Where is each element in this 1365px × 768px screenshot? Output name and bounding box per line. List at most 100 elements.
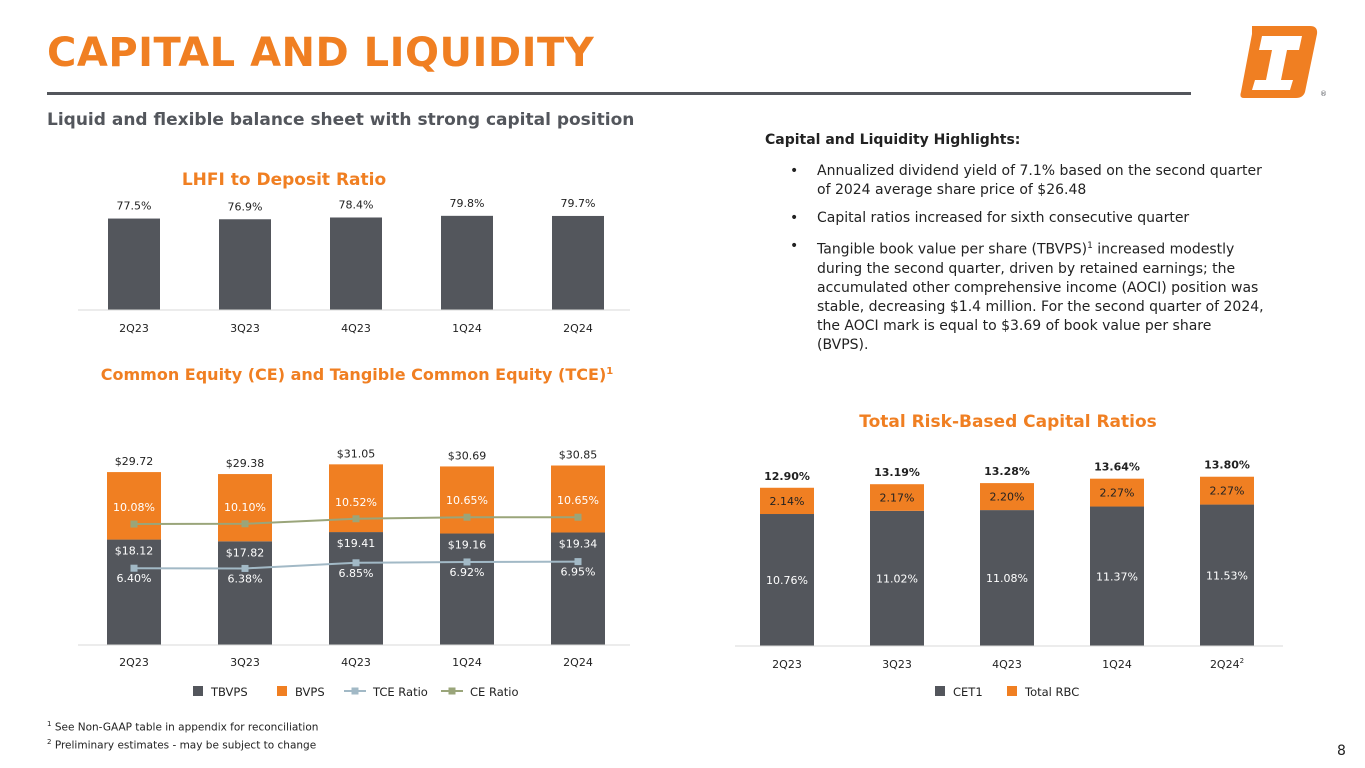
cet1-bar (980, 510, 1034, 646)
bvps-bar (218, 474, 272, 542)
equity-x-tick: 1Q24 (452, 656, 482, 669)
highlights-panel: Capital and Liquidity Highlights: • Annua… (765, 131, 1265, 364)
footnotes: 1 See Non-GAAP table in appendix for rec… (47, 717, 318, 752)
bvps-bar (551, 465, 605, 533)
equity-x-tick: 3Q23 (230, 656, 260, 669)
rbc-x-tick-text: 2Q23 (772, 658, 802, 671)
highlight-item: • Annualized dividend yield of 7.1% based… (765, 162, 1265, 200)
cet1-data-label: 11.02% (876, 572, 918, 585)
tbvps-bar (218, 541, 272, 645)
footnote-mark: 1 (47, 720, 52, 728)
highlight-text-after: increased modestly during the second qua… (817, 241, 1264, 353)
rbc-chart-title: Total Risk-Based Capital Ratios (859, 412, 1157, 432)
lhfi-bar (330, 217, 382, 310)
legend-swatch (1007, 686, 1017, 696)
cet1-bar (1200, 504, 1254, 646)
tbvps-data-label: $19.34 (559, 537, 598, 550)
page-title: CAPITAL AND LIQUIDITY (47, 30, 595, 76)
lhfi-x-tick: 2Q24 (563, 322, 593, 335)
bvps-data-label: $31.05 (337, 447, 376, 460)
bvps-data-label: $30.69 (448, 449, 487, 462)
ce-ratio-label: 10.52% (335, 496, 377, 509)
tce-ratio-marker (130, 564, 138, 572)
rbc-chart: Total Risk-Based Capital Ratios 10.76% 2.… (735, 412, 1283, 699)
company-logo: ® (1240, 26, 1326, 98)
total-rbc-data-label: 2.27% (1100, 487, 1135, 500)
total-rbc-bar (760, 487, 814, 515)
equity-chart: Common Equity (CE) and Tangible Common E… (78, 365, 630, 699)
rbc-x-tick-sup: 2 (1240, 657, 1244, 665)
lhfi-x-tick: 4Q23 (341, 322, 371, 335)
bvps-data-label: $29.72 (115, 455, 154, 468)
footnote-2: 2 Preliminary estimates - may be subject… (47, 735, 318, 753)
footnote-mark: 2 (47, 737, 52, 746)
lhfi-data-label: 79.8% (450, 197, 485, 210)
tbvps-data-label: $19.16 (448, 539, 487, 552)
lhfi-data-label: 78.4% (339, 198, 374, 211)
cet1-bar (1090, 506, 1144, 646)
cet1-data-label: 11.08% (986, 572, 1028, 585)
legend-label: CET1 (953, 685, 983, 699)
ce-ratio-marker (352, 515, 360, 523)
equity-title-text: Common Equity (CE) and Tangible Common E… (101, 365, 607, 384)
legend-label: Total RBC (1024, 685, 1079, 699)
lhfi-data-label: 77.5% (117, 200, 152, 213)
footnote-text: See Non-GAAP table in appendix for recon… (54, 721, 319, 734)
bvps-bar (440, 466, 494, 534)
tce-ratio-marker (241, 564, 249, 572)
total-rbc-data-label: 2.14% (770, 495, 805, 508)
tbvps-bar (107, 539, 161, 645)
tbvps-bar (329, 532, 383, 645)
highlight-sup: 1 (1087, 241, 1093, 251)
tbvps-bar (551, 532, 605, 645)
total-data-label: 13.19% (874, 466, 920, 479)
rbc-x-tick: 2Q23 (772, 658, 802, 671)
lhfi-x-tick: 2Q23 (119, 322, 149, 335)
cet1-data-label: 10.76% (766, 574, 808, 587)
equity-x-tick: 2Q24 (563, 656, 593, 669)
total-data-label: 13.28% (984, 465, 1030, 478)
legend-swatch (935, 686, 945, 696)
rbc-x-tick-text: 4Q23 (992, 658, 1022, 671)
lhfi-bar (552, 215, 604, 310)
cet1-data-label: 11.53% (1206, 569, 1248, 582)
legend-label: TBVPS (210, 685, 248, 699)
total-rbc-bar (1090, 478, 1144, 507)
lhfi-bar (441, 215, 493, 310)
tbvps-bar (440, 533, 494, 645)
highlight-text: Tangible book value per share (TBVPS) (817, 241, 1088, 258)
tce-ratio-label: 6.40% (117, 572, 152, 585)
ce-ratio-label: 10.08% (113, 501, 155, 514)
bullet-icon: • (790, 210, 799, 226)
cet1-data-label: 11.37% (1096, 570, 1138, 583)
total-rbc-bar (980, 483, 1034, 511)
registered-mark: ® (1320, 90, 1326, 98)
ce-ratio-marker (463, 513, 471, 521)
total-data-label: 12.90% (764, 470, 810, 483)
equity-chart-title: Common Equity (CE) and Tangible Common E… (101, 365, 614, 384)
bullet-icon: • (790, 238, 799, 254)
lhfi-x-tick: 3Q23 (230, 322, 260, 335)
highlight-item: • Capital ratios increased for sixth cons… (765, 209, 1265, 228)
tce-ratio-label: 6.92% (450, 566, 485, 579)
rbc-x-tick: 3Q23 (882, 658, 912, 671)
rbc-x-tick-text: 2Q24 (1210, 658, 1240, 671)
ce-ratio-marker (241, 520, 249, 528)
bullet-icon: • (790, 163, 799, 179)
lhfi-bar (108, 218, 160, 310)
footnote-1: 1 See Non-GAAP table in appendix for rec… (47, 717, 318, 735)
total-rbc-data-label: 2.17% (880, 492, 915, 505)
bvps-data-label: $29.38 (226, 457, 265, 470)
ce-ratio-label: 10.65% (446, 494, 488, 507)
logo-mark (1252, 36, 1302, 90)
equity-x-tick: 2Q23 (119, 656, 149, 669)
ce-ratio-label: 10.65% (557, 494, 599, 507)
legend-marker (351, 687, 359, 695)
total-rbc-bar (1200, 476, 1254, 505)
tbvps-data-label: $18.12 (115, 545, 154, 558)
page-number: 8 (1337, 743, 1346, 759)
legend-label: CE Ratio (470, 685, 518, 699)
highlights-heading: Capital and Liquidity Highlights: (765, 132, 1021, 148)
equity-title-sup: 1 (606, 366, 613, 377)
bvps-bar (107, 472, 161, 540)
